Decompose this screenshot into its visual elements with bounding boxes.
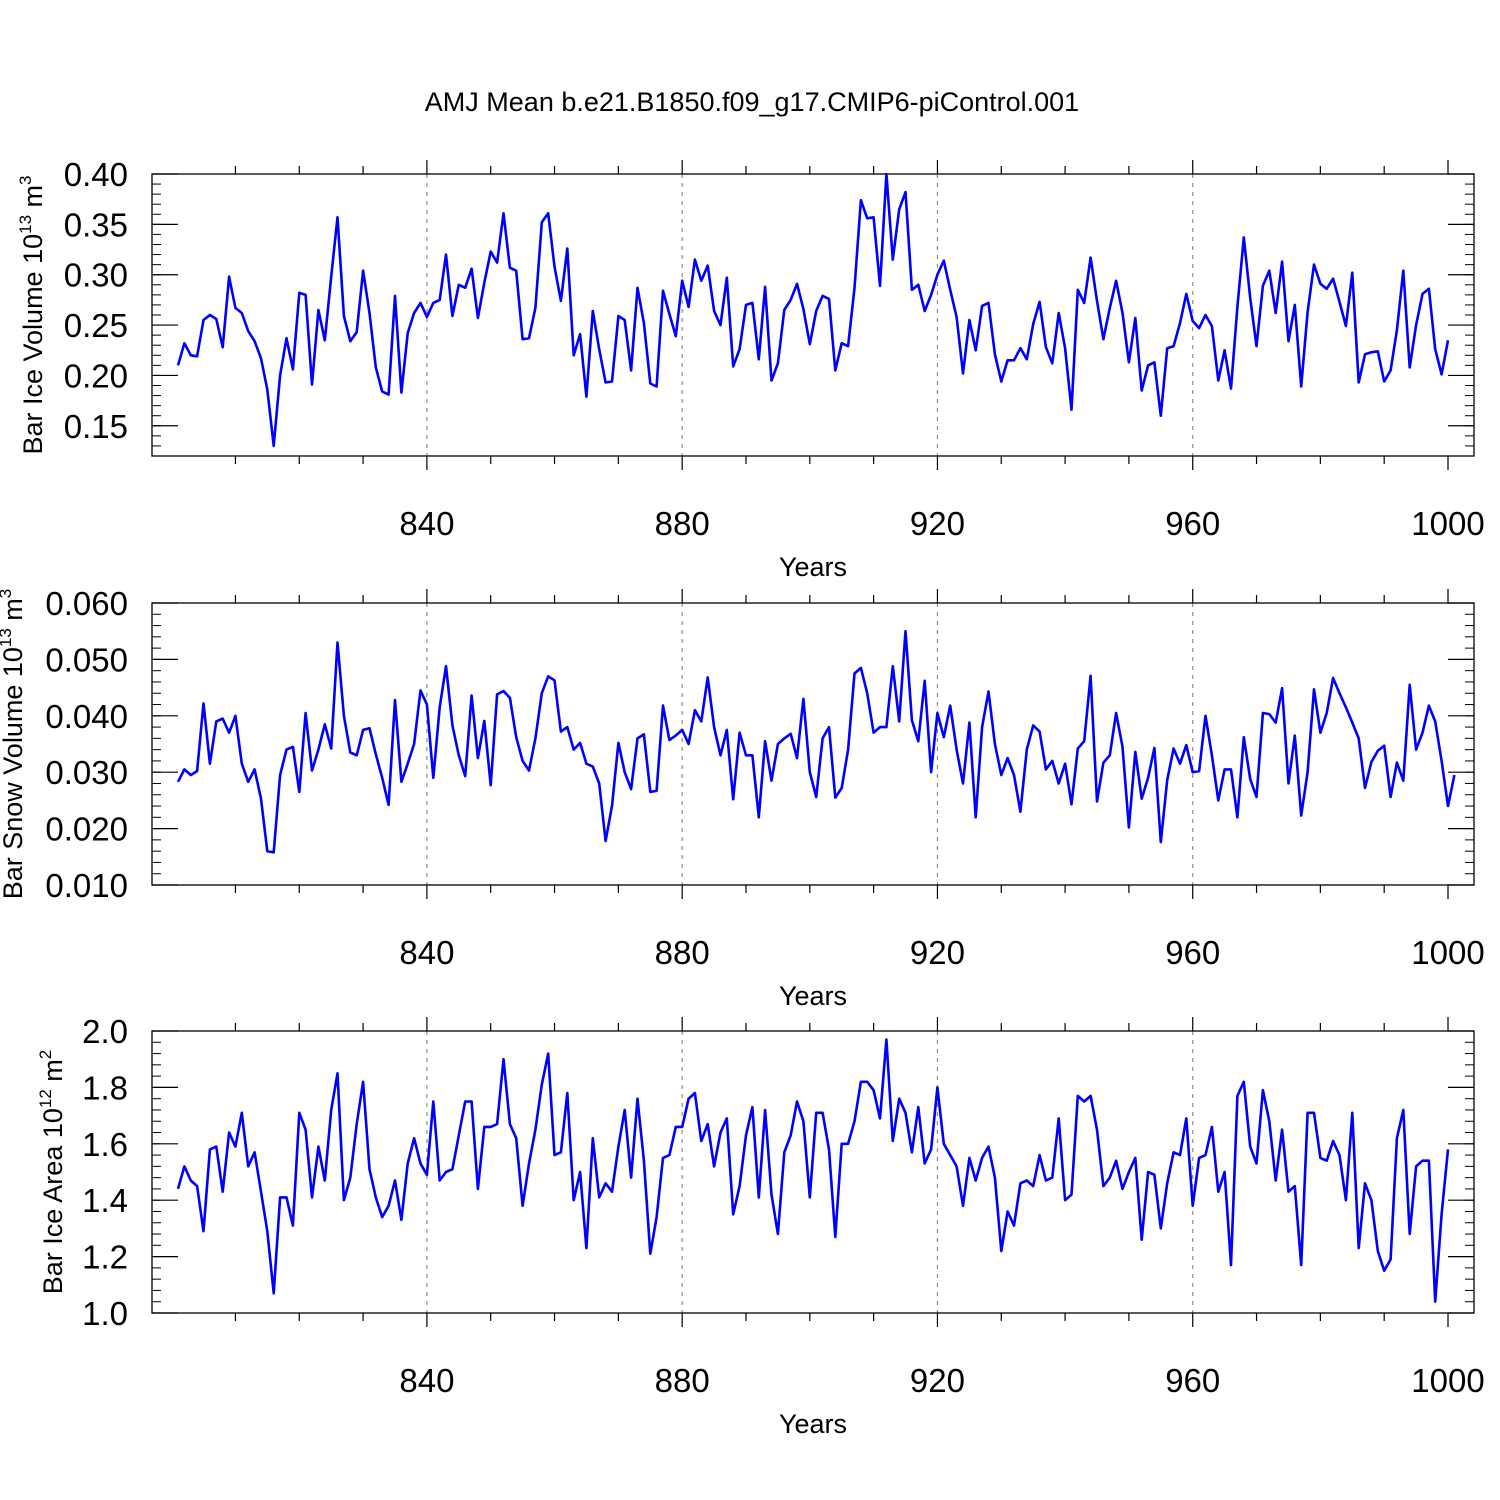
- y-tick-label: 0.020: [45, 811, 128, 848]
- chart-panel-1: 0.15 0.20 0.25 0.30 0.35 0.40 840 880 920 960 1000…: [16, 156, 1485, 582]
- x-tick-label: 960: [1165, 505, 1220, 542]
- y-tick-label: 0.040: [45, 698, 128, 735]
- x-tick-label: 880: [655, 934, 710, 971]
- y-tick-label: 0.050: [45, 641, 128, 678]
- y-tick-label: 1.8: [82, 1069, 128, 1106]
- y-tick-label: 0.25: [64, 307, 128, 344]
- x-tick-label: 920: [910, 1362, 965, 1399]
- plot-frame: [151, 602, 1475, 886]
- y-tick-label: 0.35: [64, 206, 128, 243]
- plot-frame: [151, 1030, 1475, 1314]
- y-axis-label: Bar Ice Volume 1013 m3: [16, 175, 48, 454]
- x-axis-label: Years: [779, 552, 847, 582]
- x-tick-label: 1000: [1411, 934, 1484, 971]
- x-axis-label: Years: [779, 981, 847, 1011]
- y-tick-label: 1.0: [82, 1295, 128, 1332]
- x-tick-label: 840: [399, 1362, 454, 1399]
- series-line: [176, 629, 1456, 854]
- y-tick-label: 0.060: [45, 585, 128, 622]
- x-tick-label: 1000: [1411, 505, 1484, 542]
- y-tick-label: 0.20: [64, 357, 128, 394]
- x-tick-label: 880: [655, 1362, 710, 1399]
- series-line: [176, 172, 1450, 448]
- y-tick-label: 0.40: [64, 156, 128, 193]
- x-tick-label: 1000: [1411, 1362, 1484, 1399]
- y-axis-label: Bar Snow Volume 1013 m3: [0, 589, 28, 900]
- x-tick-label: 840: [399, 934, 454, 971]
- x-tick-label: 920: [910, 505, 965, 542]
- y-tick-label: 0.15: [64, 408, 128, 445]
- x-tick-label: 960: [1165, 1362, 1220, 1399]
- y-axis-label: Bar Ice Area 1012 m2: [36, 1050, 68, 1295]
- y-tick-label: 0.030: [45, 754, 128, 791]
- y-tick-label: 2.0: [82, 1013, 128, 1050]
- x-axis-label: Years: [779, 1409, 847, 1439]
- x-tick-label: 920: [910, 934, 965, 971]
- figure-title: AMJ Mean b.e21.B1850.f09_g17.CMIP6-piCon…: [425, 87, 1079, 117]
- x-tick-label: 960: [1165, 934, 1220, 971]
- y-tick-label: 0.010: [45, 867, 128, 904]
- chart-panel-3: 1.0 1.2 1.4 1.6 1.8 2.0 840 880 920 960 1000 Years B…: [36, 1013, 1485, 1439]
- x-tick-label: 880: [655, 505, 710, 542]
- x-tick-label: 840: [399, 505, 454, 542]
- series-line: [176, 1038, 1450, 1303]
- y-tick-label: 0.30: [64, 257, 128, 294]
- y-tick-label: 1.6: [82, 1126, 128, 1163]
- y-tick-label: 1.4: [82, 1182, 128, 1219]
- y-tick-label: 1.2: [82, 1239, 128, 1276]
- chart-panel-2: 0.010 0.020 0.030 0.040 0.050 0.060 840 880 920 9…: [0, 585, 1485, 1011]
